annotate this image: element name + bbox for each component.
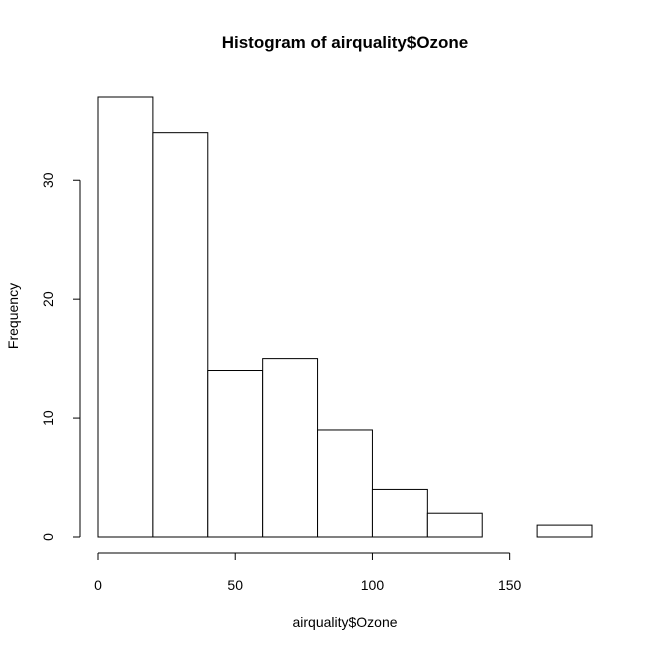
x-tick-label: 150 (498, 577, 522, 593)
bars-group (97, 96, 593, 538)
histogram-bar-5 (371, 488, 428, 538)
y-tick-label: 0 (40, 533, 56, 541)
chart-title: Histogram of airquality$Ozone (222, 33, 469, 52)
y-axis-label: Frequency (5, 283, 21, 349)
histogram-bar-2 (207, 370, 264, 538)
x-axis: 0 50 100 150 (94, 552, 522, 593)
histogram-bar-1 (152, 132, 209, 538)
y-tick-label: 20 (40, 291, 56, 307)
y-axis: 0 10 20 30 (40, 172, 81, 541)
histogram-bar-6 (426, 512, 483, 538)
x-tick-label: 0 (94, 577, 102, 593)
histogram-bar-3 (262, 358, 319, 538)
histogram-bar-8 (536, 524, 593, 538)
histogram-bar-4 (317, 429, 373, 538)
x-axis-label: airquality$Ozone (292, 614, 397, 630)
x-tick-label: 100 (361, 577, 385, 593)
histogram-bar-0 (97, 96, 154, 538)
x-tick-label: 50 (227, 577, 243, 593)
y-tick-label: 10 (40, 410, 56, 426)
y-tick-label: 30 (40, 172, 56, 188)
